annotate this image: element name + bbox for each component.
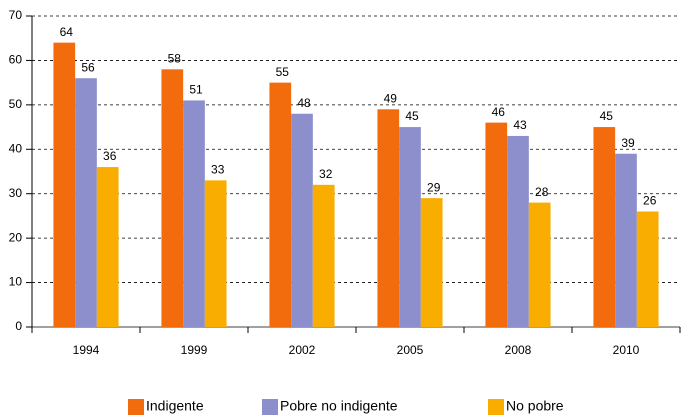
value-label: 43 [513,118,527,132]
bar [615,153,637,327]
y-tick-label: 40 [9,141,23,155]
value-label: 39 [621,136,635,150]
x-tick-label: 1999 [181,343,208,357]
legend-label: No pobre [506,398,564,414]
legend-swatch [488,399,504,415]
legend-label: Pobre no indigente [280,398,398,414]
value-label: 49 [384,91,398,105]
bar [377,109,400,327]
legend-swatch [128,399,144,415]
value-label: 28 [535,185,549,199]
value-label: 51 [189,83,203,97]
bar [183,100,205,328]
bar [399,127,421,327]
x-tick-label: 2005 [397,343,424,357]
value-label: 33 [211,163,225,177]
legend-label: Indigente [146,398,204,414]
value-label: 48 [297,96,311,110]
x-tick-label: 2002 [289,343,316,357]
value-label: 29 [427,180,441,194]
bar [593,127,616,327]
bar [420,198,443,327]
bar [75,78,97,327]
bar [53,42,76,328]
legend-swatch [262,399,278,415]
value-label: 56 [81,60,95,74]
y-tick-label: 10 [9,275,23,289]
value-label: 46 [492,105,506,119]
bar [291,113,313,327]
y-tick-label: 60 [9,53,23,67]
y-tick-label: 50 [9,97,23,111]
bar [269,82,292,328]
bar [507,135,529,327]
value-label: 36 [103,149,117,163]
value-label: 58 [168,51,182,65]
x-tick-label: 1994 [73,343,100,357]
y-tick-label: 0 [15,319,22,333]
bar [636,211,659,327]
value-label: 55 [276,65,290,79]
y-tick-label: 70 [9,8,23,22]
bar [485,122,508,327]
value-label: 32 [319,167,333,181]
bar [312,184,335,327]
y-tick-label: 20 [9,230,23,244]
bar [96,167,119,327]
bar [528,202,551,327]
value-label: 45 [405,109,419,123]
bar [204,180,227,327]
x-tick-label: 2010 [613,343,640,357]
value-label: 64 [60,25,74,39]
x-tick-label: 2008 [505,343,532,357]
bar [161,69,184,328]
value-label: 26 [643,194,657,208]
y-tick-label: 30 [9,186,23,200]
value-label: 45 [600,109,614,123]
